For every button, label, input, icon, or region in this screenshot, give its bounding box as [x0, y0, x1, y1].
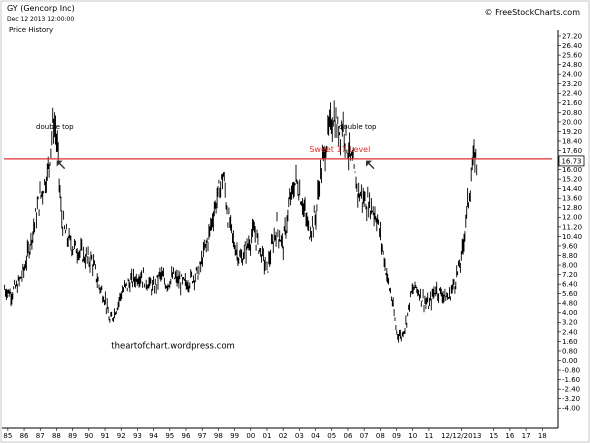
y-tick-label: 24.80 — [562, 61, 582, 69]
x-tick-label: 15 — [489, 432, 498, 440]
x-tick-label: 88 — [52, 432, 61, 440]
x-tick-label: 12/12/2013 — [441, 432, 481, 440]
x-tick-label: 94 — [149, 432, 158, 440]
y-tick-label: 13.60 — [562, 195, 582, 203]
y-tick-label: 20.80 — [562, 109, 582, 117]
annotations: double top double top theartofchart.wordpr… — [36, 123, 377, 352]
x-tick-label: 92 — [117, 432, 126, 440]
x-tick-label: 17 — [522, 432, 531, 440]
arrow-icon — [366, 160, 375, 170]
source-credit: © FreeStockCharts.com — [484, 8, 580, 17]
y-tick-label: 19.20 — [562, 128, 582, 136]
reference-line-label: Sweet 17 Level — [309, 145, 370, 154]
price-series — [4, 100, 478, 343]
x-tick-label: 00 — [246, 432, 255, 440]
x-tick-label: 16 — [505, 432, 514, 440]
x-tick-label: 09 — [392, 432, 401, 440]
x-tick-label: 86 — [20, 432, 29, 440]
x-tick-label: 07 — [360, 432, 369, 440]
y-tick-label: 2.40 — [562, 328, 578, 336]
y-tick-label: 26.40 — [562, 42, 582, 50]
y-tick-label: -3.20 — [562, 395, 580, 403]
chart-annotation: double top — [339, 123, 377, 131]
x-tick-label: 02 — [279, 432, 288, 440]
y-tick-label: -1.60 — [562, 376, 580, 384]
x-tick-label: 89 — [68, 432, 77, 440]
y-tick-label: 27.20 — [562, 32, 582, 40]
y-tick-label: 4.80 — [562, 300, 578, 308]
x-tick-label: 97 — [198, 432, 207, 440]
y-tick-label: 3.20 — [562, 319, 578, 327]
last-price-marker: 16.73 — [558, 155, 585, 167]
y-tick-label: 0.80 — [562, 347, 578, 355]
arrow-icon — [56, 160, 66, 170]
last-price-label: 16.73 — [561, 158, 581, 166]
x-tick-label: 01 — [263, 432, 272, 440]
x-tick-label: 90 — [84, 432, 93, 440]
y-tick-label: 10.40 — [562, 233, 582, 241]
y-tick-label: 21.60 — [562, 99, 582, 107]
y-tick-label: 14.40 — [562, 185, 582, 193]
y-tick-label: 1.60 — [562, 338, 578, 346]
y-tick-label: 9.60 — [562, 242, 578, 250]
y-tick-label: 20.00 — [562, 118, 582, 126]
x-tick-label: 06 — [343, 432, 352, 440]
x-tick-label: 18 — [538, 432, 547, 440]
y-tick-label: 24.00 — [562, 71, 582, 79]
chart-subtitle: Price History — [9, 26, 54, 34]
y-tick-label: 18.40 — [562, 137, 582, 145]
x-axis-ticks: 85 86 87 88 89 90 91 92 93 94 95 96 97 98 99 00 01 02 03 04… — [3, 428, 547, 440]
y-tick-label: 15.20 — [562, 176, 582, 184]
y-tick-label: 0.00 — [562, 357, 578, 365]
x-tick-label: 98 — [214, 432, 223, 440]
y-tick-label: 5.60 — [562, 290, 578, 298]
x-tick-label: 87 — [36, 432, 45, 440]
y-tick-label: -4.00 — [562, 405, 580, 413]
x-tick-label: 08 — [376, 432, 385, 440]
x-tick-label: 93 — [133, 432, 142, 440]
y-tick-label: 22.40 — [562, 90, 582, 98]
chart-annotation: double top — [36, 123, 74, 131]
y-tick-label: 8.80 — [562, 252, 578, 260]
chart-annotation: theartofchart.wordpress.com — [111, 342, 235, 352]
y-tick-label: 11.20 — [562, 223, 582, 231]
x-tick-label: 95 — [165, 432, 174, 440]
y-tick-label: -0.80 — [562, 366, 580, 374]
x-tick-label: 05 — [327, 432, 336, 440]
chart-date: Dec 12 2013 12:00:00 — [7, 16, 75, 23]
x-tick-label: 11 — [424, 432, 433, 440]
y-tick-label: 17.60 — [562, 147, 582, 155]
x-tick-label: 96 — [182, 432, 191, 440]
y-tick-label: 12.00 — [562, 214, 582, 222]
y-tick-label: 4.00 — [562, 309, 578, 317]
y-tick-label: 23.20 — [562, 80, 582, 88]
reference-line-group: Sweet 17 Level — [4, 145, 552, 160]
y-tick-label: 7.20 — [562, 271, 578, 279]
chart-title: GY (Gencorp Inc) — [7, 4, 75, 13]
x-tick-label: 10 — [408, 432, 417, 440]
y-tick-label: 16.00 — [562, 166, 582, 174]
x-tick-label: 91 — [101, 432, 110, 440]
y-tick-label: 6.40 — [562, 281, 578, 289]
y-tick-label: -2.40 — [562, 386, 580, 394]
y-tick-label: 12.80 — [562, 204, 582, 212]
y-tick-label: 8.00 — [562, 261, 578, 269]
x-tick-label: 04 — [311, 432, 320, 440]
x-tick-label: 85 — [3, 432, 12, 440]
x-tick-label: 03 — [295, 432, 304, 440]
last-price-box — [558, 155, 585, 167]
x-tick-label: 99 — [230, 432, 239, 440]
y-tick-label: 25.60 — [562, 51, 582, 59]
price-bars — [4, 100, 478, 343]
